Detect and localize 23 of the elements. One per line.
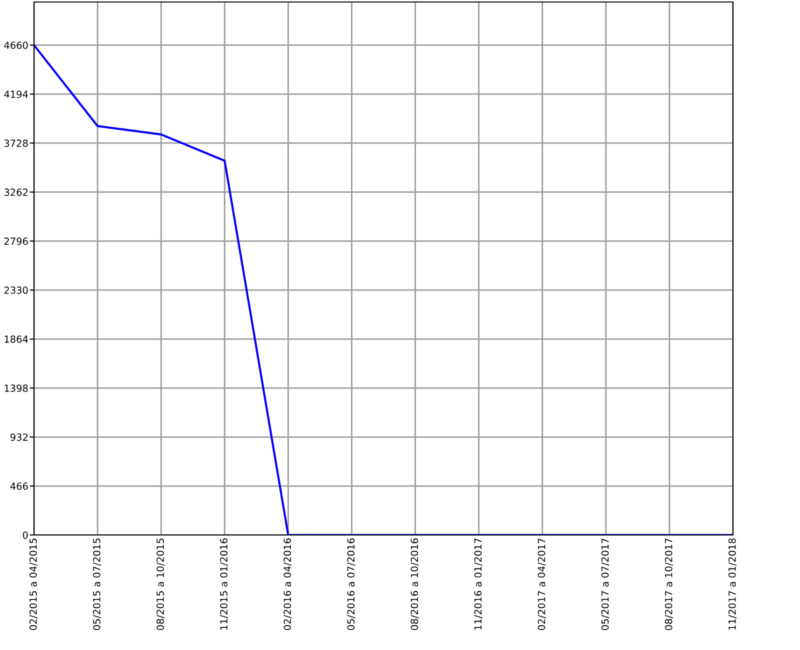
y-tick-label: 4194 bbox=[4, 90, 28, 98]
x-tick-label: 05/2015 a 07/2015 bbox=[93, 538, 102, 630]
x-tick-label: 02/2017 a 04/2017 bbox=[538, 538, 546, 630]
x-tick-label: 05/2017 a 07/2017 bbox=[601, 538, 610, 630]
y-tick-label: 2330 bbox=[4, 286, 28, 294]
y-tick-label: 2796 bbox=[4, 238, 28, 245]
x-tick-label: 11/2016 a 01/2017 bbox=[474, 538, 482, 630]
x-tick-label: 11/2015 a 01/2016 bbox=[220, 538, 228, 630]
x-tick-label: 08/2017 a 10/2017 bbox=[664, 538, 674, 630]
x-tick-label: 05/2016 a 07/2016 bbox=[347, 538, 356, 630]
x-tick-label: 11/2017 a 01/2018 bbox=[728, 538, 737, 630]
y-tick-label: 0 bbox=[22, 531, 28, 539]
y-tick-label: 4660 bbox=[4, 42, 28, 49]
y-tick-label: 466 bbox=[10, 482, 28, 490]
y-tick-label: 1398 bbox=[4, 384, 28, 392]
y-tick-label: 1864 bbox=[4, 336, 28, 343]
x-tick-label: 02/2015 a 04/2015 bbox=[29, 538, 38, 630]
x-tick-label: 08/2015 a 10/2015 bbox=[156, 538, 165, 630]
x-tick-label: 02/2016 a 04/2016 bbox=[284, 538, 292, 630]
y-tick-label: 3728 bbox=[4, 140, 28, 147]
y-tick-label: 3262 bbox=[4, 188, 28, 196]
y-tick-label: 932 bbox=[10, 434, 28, 441]
x-tick-label: 08/2016 a 10/2016 bbox=[410, 538, 419, 630]
